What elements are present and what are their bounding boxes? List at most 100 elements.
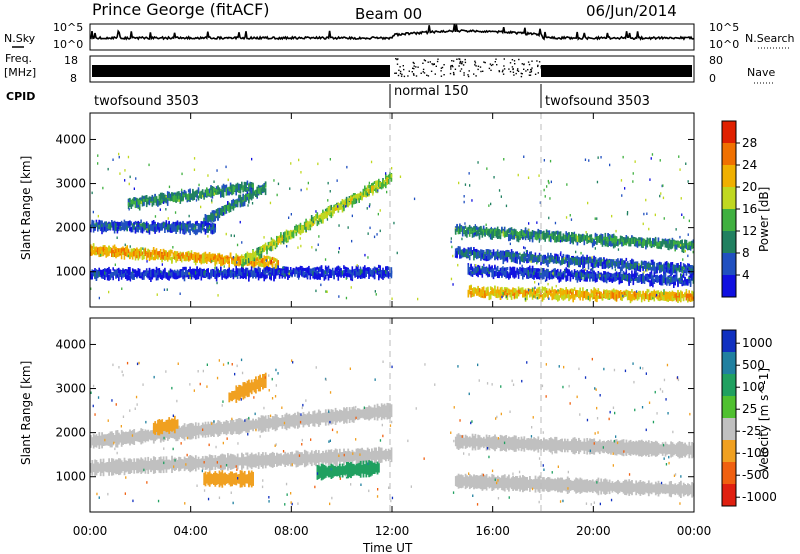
power-cell [603,240,605,245]
power-cell [600,235,602,242]
power-cell [559,231,562,236]
power-cell [660,268,662,273]
power-cell [529,271,531,278]
power-cell [520,267,523,272]
power-cell [108,269,110,275]
power-cell [547,260,549,268]
power-cell [558,235,560,243]
power-cell [344,272,347,277]
power-cell [257,273,260,281]
power-cell [106,250,109,257]
power-cell [151,272,154,280]
power-cell [94,224,96,230]
nave-dot [427,61,429,63]
power-cell [642,266,644,272]
power-cell [657,237,660,243]
nave-dot [462,64,465,66]
power-cell [685,240,688,244]
power-cell [509,271,511,276]
power-cell [320,265,323,272]
power-cell [674,268,676,274]
power-cell [301,272,303,277]
power-cell [151,220,154,226]
power-cell [196,220,198,224]
power-cell [241,181,243,189]
power-cell [159,196,162,202]
power-cell [134,197,137,201]
power-cell [155,224,158,228]
power-cell [523,253,525,258]
power-cell [639,240,642,245]
power-cell [565,267,567,274]
power-cell [120,248,123,253]
power-cell [109,247,112,251]
power-cell [294,269,296,273]
power-cell [136,201,138,208]
power-cell [468,231,471,237]
power-cell [148,267,151,275]
power-cell [246,182,249,186]
power-cell [643,275,646,282]
power-cell [557,235,559,242]
power-cell [199,272,201,276]
power-cell [489,228,492,234]
power-cell [200,273,203,281]
power-cell [608,276,611,282]
power-cell [99,225,102,232]
power-cell [144,224,147,230]
power-cell [192,196,194,201]
power-cell [145,253,148,260]
power-cell [502,230,505,237]
power-cell [125,273,127,278]
power-cell [213,212,215,220]
power-cell [92,272,95,277]
power-cell [487,230,489,236]
power-cell [682,281,685,286]
power-cell [663,277,665,283]
power-cell [277,265,279,271]
power-cell [276,271,278,276]
power-cell [131,272,134,280]
power-cell [235,261,237,267]
power-cell [503,231,506,238]
power-cell [340,271,342,278]
power-cell [214,254,216,259]
power-cell [645,276,647,280]
power-cell [572,255,574,260]
power-cell [327,267,330,274]
power-cell [292,232,295,238]
power-cell [632,261,635,266]
power-cell [345,273,348,279]
power-cell [552,274,555,279]
power-cell [594,276,597,283]
nave-dot [436,60,439,63]
power-cell [489,232,492,240]
power-cell [204,214,207,221]
power-cell [252,253,254,261]
power-cell [663,239,665,244]
power-cell [310,215,313,222]
power-cell [375,187,377,193]
power-cell [667,238,669,244]
power-cell [213,270,215,277]
power-cell [475,270,478,277]
power-cell [308,268,310,273]
power-cell [607,240,609,248]
power-cell [653,272,656,278]
nave-dot [458,65,460,67]
power-cell [603,257,605,265]
nave-dot [509,62,512,64]
nave-dot [413,62,415,65]
power-cell [220,191,222,198]
power-cell [544,234,546,239]
power-cell [523,272,525,277]
power-cell [583,269,586,274]
power-cell [517,232,520,236]
power-cell [473,250,475,255]
power-cell [509,234,511,241]
power-cell [214,223,216,229]
nave-dot [475,75,477,77]
power-cell [475,289,478,296]
power-cell [660,274,662,279]
